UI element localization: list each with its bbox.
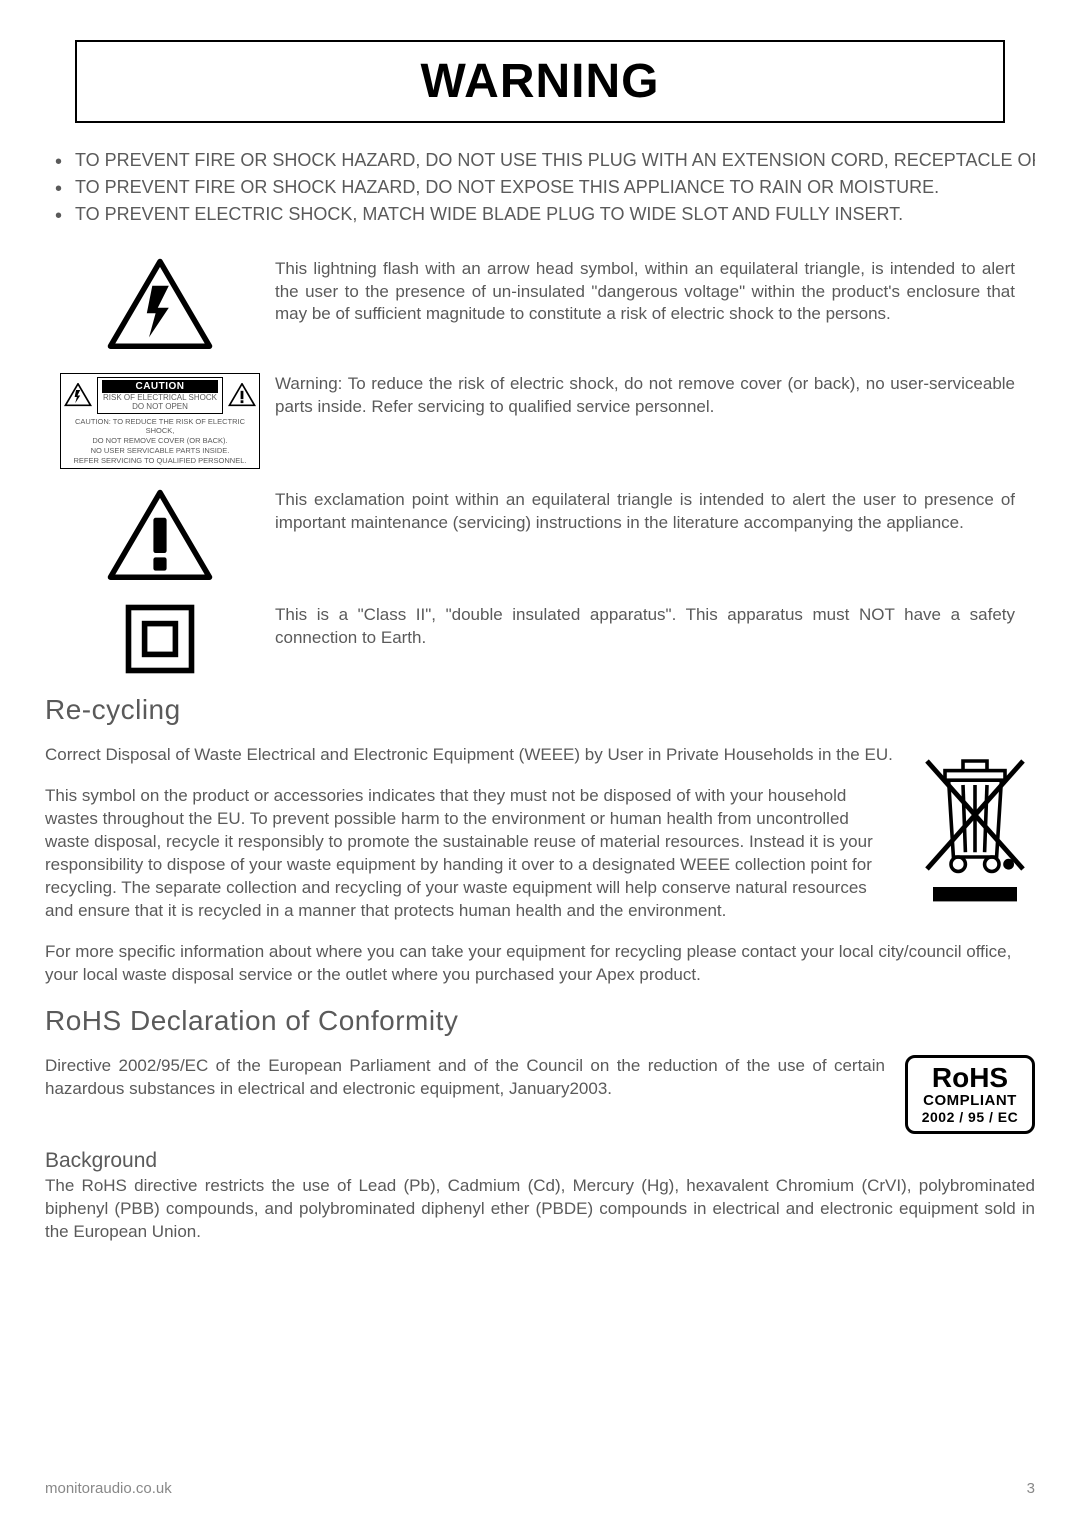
caution-line1: RISK OF ELECTRICAL SHOCK <box>102 393 218 402</box>
warning-bullet-1: TO PREVENT FIRE OR SHOCK HAZARD, DO NOT … <box>45 148 1035 173</box>
caution-b3: NO USER SERVICABLE PARTS INSIDE. <box>64 446 256 456</box>
bullet-text-1a: TO PREVENT FIRE OR SHOCK HAZARD, DO NOT … <box>75 150 1035 170</box>
lightning-text: This lightning flash with an arrow head … <box>275 258 1035 327</box>
caution-header: CAUTION <box>102 380 218 393</box>
footer-page-number: 3 <box>1027 1480 1035 1497</box>
rohs-logo: RoHS COMPLIANT 2002 / 95 / EC <box>905 1055 1035 1134</box>
recycling-p1: Correct Disposal of Waste Electrical and… <box>45 744 1035 767</box>
class2-text: This is a "Class II", "double insulated … <box>275 604 1035 650</box>
exclamation-symbol-box <box>45 489 275 584</box>
exclamation-symbol-section: This exclamation point within an equilat… <box>45 489 1035 584</box>
class2-symbol-section: This is a "Class II", "double insulated … <box>45 604 1035 674</box>
caution-mid-box: CAUTION RISK OF ELECTRICAL SHOCK DO NOT … <box>97 377 223 414</box>
small-lightning-icon <box>64 383 92 407</box>
recycling-heading: Re-cycling <box>45 694 1035 726</box>
rohs-logo-directive: 2002 / 95 / EC <box>912 1109 1028 1125</box>
small-exclamation-icon <box>228 383 256 407</box>
recycling-p3: For more specific information about wher… <box>45 941 1035 987</box>
rohs-subheading: Background <box>45 1149 1035 1173</box>
exclamation-triangle-icon <box>105 489 215 584</box>
exclamation-text: This exclamation point within an equilat… <box>275 489 1035 535</box>
class2-symbol-box <box>45 604 275 674</box>
footer-url: monitoraudio.co.uk <box>45 1480 172 1497</box>
caution-b2: DO NOT REMOVE COVER (OR BACK). <box>64 436 256 446</box>
class2-icon <box>125 604 195 674</box>
lightning-triangle-icon <box>105 258 215 353</box>
warning-bullet-2: TO PREVENT FIRE OR SHOCK HAZARD, DO NOT … <box>45 175 1035 200</box>
caution-label-box: CAUTION RISK OF ELECTRICAL SHOCK DO NOT … <box>45 373 275 470</box>
warning-bullet-3: TO PREVENT ELECTRIC SHOCK, MATCH WIDE BL… <box>45 202 1035 227</box>
rohs-body: RoHS COMPLIANT 2002 / 95 / EC Directive … <box>45 1055 1035 1244</box>
rohs-logo-title: RoHS <box>912 1064 1028 1092</box>
caution-label-section: CAUTION RISK OF ELECTRICAL SHOCK DO NOT … <box>45 373 1035 470</box>
caution-b4: REFER SERVICING TO QUALIFIED PERSONNEL. <box>64 456 256 466</box>
rohs-p2: The RoHS directive restricts the use of … <box>45 1175 1035 1244</box>
caution-b1: CAUTION: TO REDUCE THE RISK OF ELECTRIC … <box>64 417 256 437</box>
page-footer: monitoraudio.co.uk 3 <box>45 1480 1035 1497</box>
warning-title-box: WARNING <box>75 40 1005 123</box>
caution-text: Warning: To reduce the risk of electric … <box>275 373 1035 419</box>
weee-icon <box>915 749 1035 910</box>
recycling-p2: This symbol on the product or accessorie… <box>45 785 1035 923</box>
rohs-logo-compliant: COMPLIANT <box>912 1092 1028 1109</box>
caution-bottom-text: CAUTION: TO REDUCE THE RISK OF ELECTRIC … <box>64 414 256 466</box>
lightning-symbol-section: This lightning flash with an arrow head … <box>45 258 1035 353</box>
warning-bullet-list: TO PREVENT FIRE OR SHOCK HAZARD, DO NOT … <box>45 148 1035 228</box>
caution-label: CAUTION RISK OF ELECTRICAL SHOCK DO NOT … <box>60 373 260 470</box>
warning-title: WARNING <box>77 54 1003 109</box>
rohs-heading: RoHS Declaration of Conformity <box>45 1005 1035 1037</box>
rohs-p1: Directive 2002/95/EC of the European Par… <box>45 1055 1035 1101</box>
recycling-body: Correct Disposal of Waste Electrical and… <box>45 744 1035 986</box>
lightning-symbol-box <box>45 258 275 353</box>
caution-line2: DO NOT OPEN <box>102 402 218 411</box>
